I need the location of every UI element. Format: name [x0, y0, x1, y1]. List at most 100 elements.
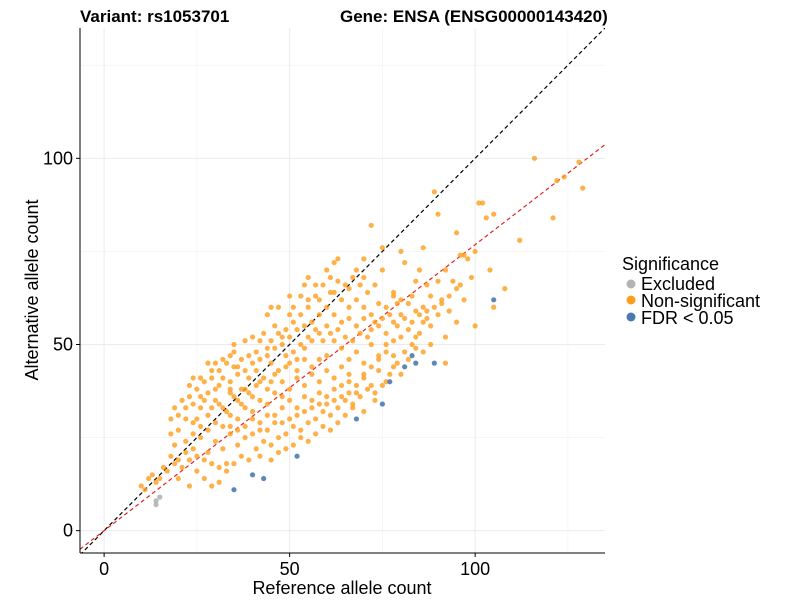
point-non-significant — [428, 341, 434, 348]
point-non-significant — [164, 468, 170, 474]
point-non-significant — [335, 278, 341, 284]
point-non-significant — [342, 397, 348, 403]
point-non-significant — [316, 330, 322, 336]
grid-lines — [80, 28, 605, 553]
point-non-significant — [550, 215, 556, 221]
point-non-significant — [172, 442, 178, 448]
point-non-significant — [420, 349, 426, 355]
point-non-significant — [227, 412, 233, 418]
point-non-significant — [331, 259, 337, 266]
point-non-significant — [172, 461, 178, 467]
point-non-significant — [272, 420, 278, 426]
y-tick-label: 50 — [53, 334, 73, 354]
point-non-significant — [257, 420, 263, 426]
point-non-significant — [309, 397, 315, 403]
point-non-significant — [353, 349, 360, 355]
point-non-significant — [350, 405, 356, 411]
point-non-significant — [212, 397, 219, 403]
point-non-significant — [238, 453, 244, 459]
point-non-significant — [342, 334, 348, 340]
point-non-significant — [253, 349, 259, 355]
point-non-significant — [257, 453, 263, 459]
point-non-significant — [487, 267, 493, 273]
point-non-significant — [261, 330, 267, 336]
point-non-significant — [335, 326, 341, 333]
point-non-significant — [287, 416, 293, 422]
point-non-significant — [413, 345, 419, 351]
point-non-significant — [435, 211, 441, 217]
point-non-significant — [364, 289, 371, 295]
point-non-significant — [253, 382, 259, 389]
point-non-significant — [435, 278, 441, 284]
point-non-significant — [264, 312, 270, 318]
legend: Significance Excluded Non-significant FD… — [622, 254, 760, 328]
point-non-significant — [324, 401, 330, 407]
point-non-significant — [138, 483, 144, 489]
point-non-significant — [294, 326, 300, 333]
point-non-significant — [264, 412, 270, 418]
point-non-significant — [361, 375, 367, 381]
point-non-significant — [409, 293, 415, 299]
point-non-significant — [309, 364, 315, 370]
x-tick-label: 50 — [280, 559, 300, 579]
point-non-significant — [268, 457, 274, 463]
legend-label-fdr: FDR < 0.05 — [641, 308, 734, 328]
point-non-significant — [346, 304, 352, 310]
point-non-significant — [409, 319, 415, 325]
point-non-significant — [290, 423, 296, 430]
point-non-significant — [209, 405, 215, 411]
point-non-significant — [472, 323, 478, 329]
point-non-significant — [390, 319, 397, 325]
point-non-significant — [235, 427, 241, 433]
point-non-significant — [402, 259, 408, 266]
point-non-significant — [264, 427, 270, 433]
point-non-significant — [194, 386, 200, 392]
point-non-significant — [320, 423, 326, 430]
point-non-significant — [160, 464, 167, 470]
point-non-significant — [316, 297, 322, 303]
point-non-significant — [272, 323, 278, 329]
point-non-significant — [331, 386, 337, 392]
point-non-significant — [353, 390, 360, 396]
point-non-significant — [294, 412, 300, 418]
point-non-significant — [287, 312, 293, 318]
point-non-significant — [491, 304, 497, 310]
point-non-significant — [372, 397, 378, 403]
point-non-significant — [405, 356, 411, 362]
point-non-significant — [197, 405, 204, 411]
point-non-significant — [327, 274, 334, 281]
point-non-significant — [357, 330, 363, 336]
legend-title: Significance — [622, 254, 719, 274]
point-non-significant — [275, 304, 282, 310]
point-non-significant — [190, 375, 196, 381]
point-non-significant — [390, 353, 397, 359]
point-non-significant — [183, 416, 189, 422]
point-non-significant — [309, 405, 315, 411]
point-non-significant — [428, 323, 434, 329]
point-non-significant — [227, 386, 233, 392]
point-fdr-0-05 — [387, 379, 393, 385]
point-non-significant — [394, 323, 400, 329]
point-non-significant — [383, 349, 389, 355]
reference-line-identity — [81, 28, 605, 553]
point-non-significant — [316, 312, 322, 318]
axis-ticks: 0 50 100 0 50 100 — [43, 148, 490, 579]
point-non-significant — [146, 475, 152, 482]
point-non-significant — [376, 323, 382, 329]
point-non-significant — [301, 345, 308, 351]
data-points — [138, 155, 586, 508]
legend-swatch-non-significant — [626, 295, 636, 305]
point-non-significant — [376, 300, 382, 307]
point-non-significant — [298, 312, 304, 318]
point-non-significant — [264, 386, 270, 392]
point-non-significant — [439, 300, 445, 307]
y-axis-label: Alternative allele count — [22, 199, 42, 380]
point-non-significant — [435, 312, 441, 318]
point-non-significant — [313, 293, 319, 299]
point-non-significant — [242, 405, 248, 411]
point-non-significant — [257, 427, 263, 433]
point-non-significant — [223, 461, 230, 467]
point-non-significant — [457, 282, 463, 288]
point-non-significant — [183, 449, 189, 456]
point-non-significant — [275, 434, 282, 441]
